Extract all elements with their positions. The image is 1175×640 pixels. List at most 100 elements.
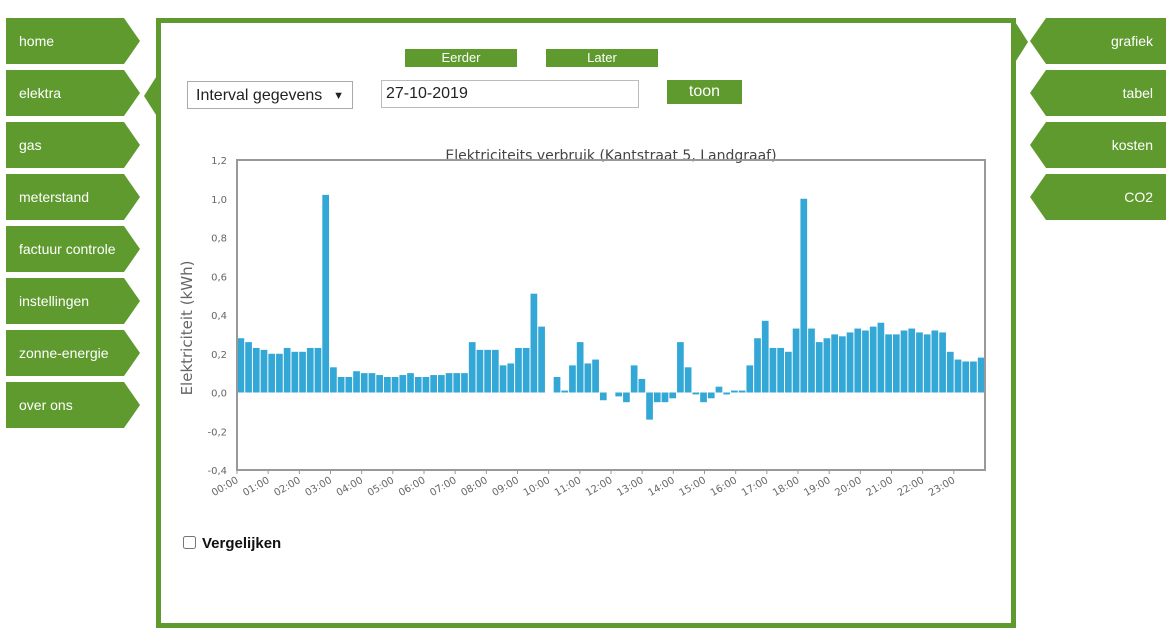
- nav-item-meterstand[interactable]: meterstand: [6, 174, 140, 220]
- bar-series: [237, 194, 985, 420]
- interval-select[interactable]: Interval gegevens ▼: [187, 81, 353, 109]
- view-item-tabel[interactable]: tabel: [1030, 70, 1166, 116]
- bar: [931, 330, 939, 393]
- bar: [538, 326, 545, 393]
- bar: [484, 349, 491, 393]
- bar: [808, 328, 815, 393]
- nav-item-elektra[interactable]: elektra: [6, 70, 140, 116]
- y-tick-label: 0,0: [211, 389, 227, 400]
- active-view-indicator: [1014, 20, 1028, 64]
- bar: [638, 378, 646, 393]
- bar: [731, 390, 738, 393]
- bar: [939, 332, 946, 393]
- view-item-kosten[interactable]: kosten: [1030, 122, 1166, 168]
- bar: [391, 377, 399, 393]
- chevron-down-icon: ▼: [333, 90, 344, 102]
- bar: [792, 328, 800, 393]
- interval-select-value: Interval gegevens: [196, 87, 323, 104]
- bar: [677, 342, 684, 393]
- bar: [623, 392, 630, 403]
- chart-title: Elektriciteits verbruik (Kantstraat 5, L…: [445, 148, 776, 164]
- x-tick-label: 04:00: [335, 475, 365, 499]
- bar: [615, 392, 623, 397]
- nav-item-gas[interactable]: gas: [6, 122, 140, 168]
- left-navigation: home elektra gas meterstand factuur cont…: [6, 18, 156, 434]
- bar: [345, 377, 353, 393]
- x-tick-label: 13:00: [615, 475, 645, 499]
- bar: [877, 322, 885, 393]
- bar: [522, 347, 530, 393]
- y-axis-label: Elektriciteit (kWh): [178, 261, 196, 396]
- bar: [561, 390, 569, 393]
- bar: [862, 330, 869, 393]
- view-item-co2[interactable]: CO2: [1030, 174, 1166, 220]
- bar: [977, 357, 985, 393]
- y-tick-label: 0,2: [211, 350, 227, 361]
- nav-item-zonne-energie[interactable]: zonne-energie: [6, 330, 140, 376]
- bar: [414, 377, 422, 393]
- bar: [569, 365, 576, 393]
- x-tick-label: 05:00: [366, 475, 396, 499]
- x-tick-label: 19:00: [802, 475, 832, 499]
- later-button[interactable]: Later: [546, 49, 658, 67]
- bar: [746, 365, 754, 393]
- bar: [260, 349, 268, 393]
- bar: [314, 347, 322, 393]
- y-tick-label: 1,0: [211, 195, 227, 206]
- bar: [854, 328, 862, 393]
- bar: [769, 347, 777, 393]
- bar: [777, 347, 784, 393]
- bar: [237, 338, 245, 393]
- bar: [553, 377, 561, 393]
- x-tick-label: 03:00: [304, 475, 334, 499]
- x-tick-label: 06:00: [397, 475, 427, 499]
- bar: [908, 328, 916, 393]
- bar: [723, 392, 731, 395]
- compare-option[interactable]: Vergelijken: [179, 535, 281, 552]
- bar: [946, 351, 954, 393]
- bar: [584, 363, 592, 393]
- bar: [707, 392, 715, 399]
- bar: [407, 373, 414, 393]
- bar: [430, 375, 437, 393]
- x-tick-label: 00:00: [210, 475, 240, 499]
- bar: [630, 365, 638, 393]
- bar: [499, 365, 507, 393]
- x-axis-ticks: 00:00 01:00 02:00 03:00 04:00 05:00 06:00 07:00…: [210, 470, 957, 499]
- bar: [283, 347, 291, 393]
- bar: [831, 334, 838, 393]
- date-input[interactable]: [381, 80, 639, 108]
- bar: [661, 392, 669, 403]
- bar: [399, 375, 407, 393]
- y-tick-label: -0,4: [207, 466, 227, 477]
- bar: [653, 392, 661, 403]
- bar: [815, 342, 823, 393]
- nav-item-over-ons[interactable]: over ons: [6, 382, 140, 428]
- bar: [669, 392, 677, 399]
- bar: [330, 367, 337, 393]
- bar: [468, 342, 476, 393]
- view-item-grafiek[interactable]: grafiek: [1030, 18, 1166, 64]
- bar: [530, 293, 538, 393]
- show-button[interactable]: toon: [667, 80, 742, 104]
- bar: [900, 330, 908, 393]
- bar: [738, 390, 746, 393]
- right-navigation: grafiek tabel kosten CO2: [1030, 18, 1166, 226]
- plot-area: [236, 159, 986, 471]
- earlier-button[interactable]: Eerder: [405, 49, 517, 67]
- bar: [360, 373, 368, 393]
- nav-item-factuur-controle[interactable]: factuur controle: [6, 226, 140, 272]
- y-tick-label: 0,8: [211, 234, 227, 245]
- nav-item-home[interactable]: home: [6, 18, 140, 64]
- bar: [368, 373, 376, 393]
- compare-checkbox[interactable]: [183, 536, 196, 549]
- x-tick-label: 18:00: [771, 475, 801, 499]
- bar: [384, 377, 391, 393]
- x-tick-label: 02:00: [272, 475, 302, 499]
- bar: [491, 349, 499, 393]
- bar: [299, 351, 306, 393]
- nav-item-instellingen[interactable]: instellingen: [6, 278, 140, 324]
- bar: [869, 326, 877, 393]
- bar: [306, 347, 314, 393]
- x-tick-label: 22:00: [896, 475, 926, 499]
